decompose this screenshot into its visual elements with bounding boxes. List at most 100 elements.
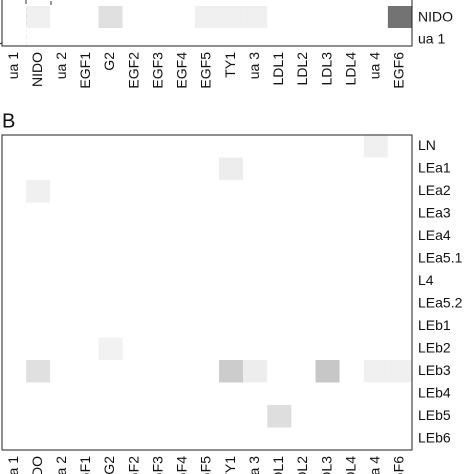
heat-cell: [194, 247, 220, 270]
heat-cell: [122, 6, 147, 30]
row-label: LEb2: [418, 339, 451, 355]
heat-cell: [170, 6, 195, 30]
heat-cell: [363, 247, 388, 270]
heat-cell: [243, 28, 268, 52]
heat-cell: [315, 135, 340, 158]
heat-cell: [146, 202, 171, 225]
heat-cell: [194, 270, 220, 293]
heat-cell: [315, 180, 340, 203]
heat-cell: [267, 382, 292, 405]
heat-cell: [243, 427, 268, 450]
heat-cell: [98, 28, 123, 52]
heat-cell: [243, 360, 268, 383]
heat-cell: [146, 315, 171, 338]
heat-cell: [363, 315, 388, 338]
heat-cell: [267, 202, 292, 225]
heat-cell: [219, 337, 244, 360]
heat-cell: [74, 135, 99, 158]
heat-cell: [219, 382, 244, 405]
heat-cell: [146, 180, 171, 203]
plot-frame: [1, 0, 413, 47]
column-label: EGF1: [77, 456, 93, 474]
heat-cell: [267, 270, 292, 293]
heat-cell: [194, 337, 220, 360]
heat-cell: [50, 315, 75, 338]
heat-cell: [291, 202, 316, 225]
heat-cell: [291, 247, 316, 270]
heat-cell: [387, 157, 412, 180]
heat-cell: [219, 270, 244, 293]
heat-cell: [291, 180, 316, 203]
heat-cell: [291, 382, 316, 405]
heat-cell: [74, 315, 99, 338]
heat-cell: [50, 382, 75, 405]
heat-cell: [122, 225, 147, 248]
heat-cell: [50, 202, 75, 225]
heat-cell: [170, 405, 195, 428]
heat-cell: [363, 225, 388, 248]
heat-cell: [219, 315, 244, 338]
heat-cell: [98, 135, 123, 158]
heat-cell: [339, 360, 364, 383]
heat-cell: [194, 360, 220, 383]
heat-cell: [387, 292, 412, 315]
column-label: ua 3: [246, 52, 262, 79]
heat-cell: [2, 157, 27, 180]
column-label: LDL3: [318, 52, 334, 86]
column-label: EGF5: [198, 52, 214, 89]
heat-cell: [243, 292, 268, 315]
column-label: LDL1: [270, 456, 286, 474]
heat-cell: [339, 292, 364, 315]
heat-cell: [315, 292, 340, 315]
heat-cell: [146, 157, 171, 180]
heat-cell: [98, 337, 123, 360]
heat-cell: [267, 135, 292, 158]
heat-cell: [339, 405, 364, 428]
heat-cell: [170, 247, 195, 270]
heat-cell: [122, 157, 147, 180]
heat-cell: [339, 225, 364, 248]
heat-cell: [2, 292, 27, 315]
heat-cell: [98, 225, 123, 248]
heat-cell: [50, 28, 75, 52]
heat-cell: [243, 270, 268, 293]
heat-cell: [339, 180, 364, 203]
column-label: EGF2: [125, 52, 141, 89]
heat-cell: [194, 292, 220, 315]
heat-cell: [50, 247, 75, 270]
heat-cell: [98, 315, 123, 338]
heat-cell: [50, 180, 75, 203]
heat-cell: [339, 6, 364, 30]
heat-cell: [219, 180, 244, 203]
column-label: ua 2: [53, 52, 69, 79]
heat-cell: [363, 6, 388, 30]
heat-cell: [219, 405, 244, 428]
heat-cell: [146, 427, 171, 450]
heat-cell: [339, 135, 364, 158]
heat-cell: [387, 225, 412, 248]
heat-cell: [387, 405, 412, 428]
column-label: EGF1: [77, 52, 93, 89]
heat-cell: [194, 405, 220, 428]
heat-cell: [194, 28, 220, 52]
heat-cell: [170, 157, 195, 180]
heat-cell: [339, 270, 364, 293]
heat-cell: [74, 292, 99, 315]
row-label: LEa5.1: [418, 249, 463, 265]
heat-cell: [146, 292, 171, 315]
heat-cell: [74, 270, 99, 293]
column-label: EGF6: [391, 52, 407, 89]
heat-cell: [122, 135, 147, 158]
heat-cell: [219, 360, 244, 383]
row-label: ua 1: [418, 31, 445, 47]
heat-cell: [26, 405, 51, 428]
heat-cell: [194, 427, 220, 450]
heat-cell: [74, 28, 99, 52]
heat-cell: [363, 427, 388, 450]
heat-cell: [387, 337, 412, 360]
heat-cell: [387, 6, 412, 30]
heat-cell: [122, 247, 147, 270]
heat-cell: [315, 28, 340, 52]
heat-cell: [74, 225, 99, 248]
column-label: EGF2: [125, 456, 141, 474]
